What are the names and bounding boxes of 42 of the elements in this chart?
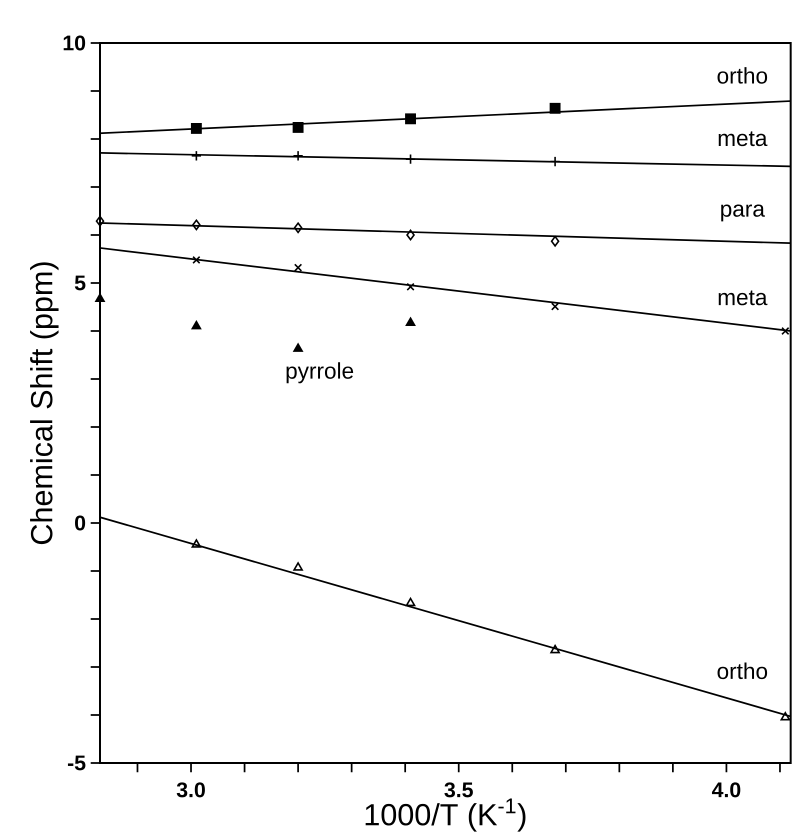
series-label: pyrrole [286, 362, 354, 384]
point [96, 216, 104, 227]
point [95, 293, 105, 302]
point [292, 122, 304, 133]
y-tick-label: -5 [68, 756, 86, 770]
series-label: para [721, 204, 765, 222]
point [406, 317, 416, 326]
point [292, 150, 304, 162]
x-tick-label: 4.0 [712, 782, 740, 798]
x-tick-label: 3.5 [444, 782, 473, 798]
y-tick-label: 10 [64, 35, 86, 51]
point [192, 539, 202, 548]
point [781, 326, 790, 336]
point [190, 122, 202, 134]
point [550, 156, 561, 168]
series-label: meta [718, 131, 768, 146]
series-label: ortho [718, 67, 768, 84]
x-axis-title: 1000/T (K$^{-1}$) [366, 798, 526, 832]
point [405, 113, 416, 124]
point [293, 562, 303, 571]
point [406, 598, 416, 606]
series-label: meta [718, 290, 768, 306]
point [293, 343, 303, 352]
point [406, 230, 415, 240]
point [294, 222, 302, 234]
series-label: ortho [718, 662, 768, 680]
point [192, 256, 200, 264]
point [406, 282, 415, 291]
y-tick-label: 5 [74, 276, 86, 290]
y-tick-label: 0 [75, 515, 86, 531]
y-axis-title: Chemical Shift (ppm) [30, 262, 59, 544]
x-tick-label: 3.0 [176, 782, 205, 798]
point [780, 712, 790, 721]
point [550, 102, 561, 114]
point [192, 219, 201, 230]
point [405, 154, 416, 165]
point [192, 320, 202, 330]
point [550, 236, 560, 247]
point [190, 150, 202, 162]
point [550, 644, 560, 654]
point [294, 264, 302, 272]
point [551, 302, 560, 311]
